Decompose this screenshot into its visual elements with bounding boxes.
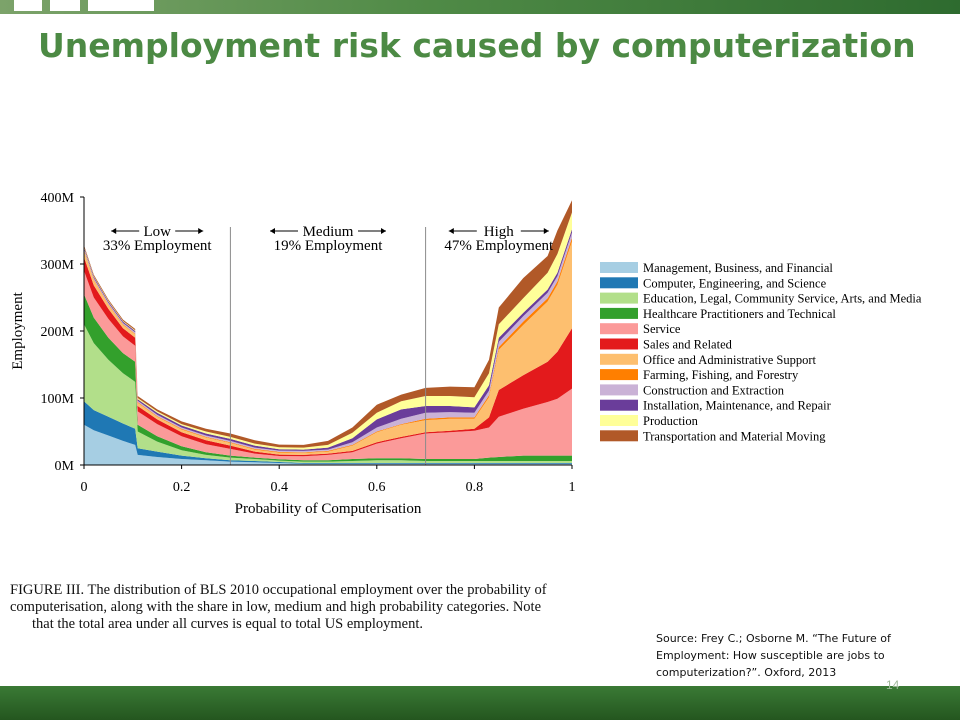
x-tick-label: 1: [569, 480, 576, 495]
region-arrowhead-right: [543, 228, 549, 234]
y-axis-label: Employment: [10, 291, 26, 369]
decor-tile: [88, 0, 154, 11]
y-tick-label: 100M: [41, 392, 75, 407]
region-label: High: [484, 224, 515, 240]
y-tick-label: 300M: [41, 258, 75, 273]
y-tick-label: 400M: [41, 191, 75, 206]
legend-label: Office and Administrative Support: [643, 353, 817, 367]
decor-tile: [14, 0, 42, 11]
stacked-area-chart: 0M 100M 200M 300M 400M 0 0.2 0.4 0.6 0.8 1 Probabil…: [10, 191, 922, 517]
legend-swatch: [600, 277, 638, 289]
region-label: Low: [143, 224, 171, 240]
legend-swatch: [600, 262, 638, 273]
legend-label: Healthcare Practitioners and Technical: [643, 307, 836, 321]
legend-label: Construction and Extraction: [643, 383, 785, 397]
legend-label: Sales and Related: [643, 338, 733, 352]
legend-label: Farming, Fishing, and Forestry: [643, 368, 799, 382]
legend-swatch: [600, 353, 638, 365]
x-tick-label: 0: [81, 480, 88, 495]
area-series-1: [84, 424, 572, 465]
legend-swatch: [600, 307, 638, 319]
region-label: Medium: [303, 224, 354, 240]
legend-swatch: [600, 369, 638, 381]
legend-label: Transportation and Material Moving: [643, 429, 826, 443]
legend-label: Installation, Maintenance, and Repair: [643, 399, 832, 413]
legend-swatch: [600, 338, 638, 350]
area-series-5: [84, 270, 572, 461]
legend-label: Service: [643, 322, 681, 336]
decor-tile: [50, 0, 80, 11]
x-tick-label: 0.4: [270, 480, 288, 495]
x-axis-label: Probability of Computerisation: [235, 501, 422, 517]
legend-label: Production: [643, 414, 699, 428]
source-citation: Source: Frey C.; Osborne M. “The Future …: [656, 632, 891, 679]
figure-caption: FIGURE III. The distribution of BLS 2010…: [10, 582, 590, 633]
x-tick-label: 0.2: [173, 480, 191, 495]
footer-bar: [0, 686, 960, 720]
region-arrowhead-left: [448, 228, 454, 234]
legend-label: Education, Legal, Community Service, Art…: [643, 292, 922, 306]
region-share-label: 33% Employment: [103, 238, 213, 254]
legend-label: Computer, Engineering, and Science: [643, 276, 827, 290]
legend-swatch: [600, 415, 638, 426]
page-number: 14: [886, 678, 900, 692]
legend-swatch: [600, 323, 638, 335]
x-tick-label: 0.8: [466, 480, 484, 495]
legend-swatch: [600, 399, 638, 411]
top-decor-bar: [0, 0, 960, 14]
region-share-label: 47% Employment: [444, 238, 554, 254]
legend-label: Management, Business, and Financial: [643, 261, 833, 275]
slide-title: Unemployment risk caused by computerizat…: [38, 26, 916, 65]
y-tick-label: 0M: [55, 459, 75, 474]
region-arrowhead-right: [198, 228, 204, 234]
region-arrowhead-left: [270, 228, 275, 234]
caption-line-1: FIGURE III. The distribution of BLS 2010…: [10, 582, 547, 615]
region-arrowhead-left: [111, 228, 117, 234]
x-tick-label: 0.6: [368, 480, 386, 495]
legend-swatch: [600, 384, 638, 396]
y-tick-label: 200M: [41, 325, 75, 340]
region-share-label: 19% Employment: [274, 238, 384, 254]
legend-swatch: [600, 292, 638, 304]
legend-swatch: [600, 430, 638, 442]
region-arrowhead-right: [381, 228, 386, 234]
caption-line-2: that the total area under all curves is …: [32, 616, 423, 632]
